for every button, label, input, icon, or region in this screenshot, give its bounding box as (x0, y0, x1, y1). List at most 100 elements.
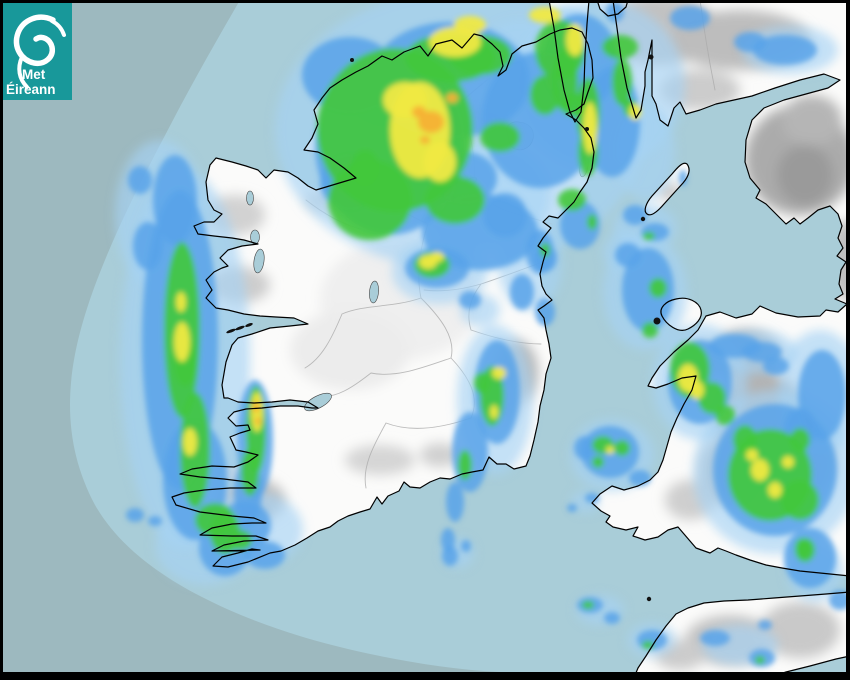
holy-island-islet (653, 317, 661, 325)
rain-moderate-cell (483, 193, 527, 237)
rain-heavy-cell (642, 322, 658, 338)
lough-conn (246, 190, 254, 206)
rain-intense-cell (255, 417, 261, 425)
rain-heavy-cell (480, 122, 520, 152)
rain-moderate-cell (604, 612, 620, 624)
ailsa-craig-islet (648, 54, 654, 60)
rain-heavy-cell (195, 503, 235, 537)
rain-very-heavy-cell (424, 142, 456, 182)
rain-moderate-cell (758, 620, 772, 630)
rain-very-heavy-cell (176, 292, 186, 312)
aran-islands-islet (235, 325, 245, 331)
sanda-islet (585, 127, 589, 131)
rain-heavy-cell (558, 189, 586, 211)
rain-moderate-cell (585, 493, 599, 503)
rain-moderate-cell (461, 540, 471, 552)
rain-moderate-cell (535, 298, 555, 326)
lough-derg (304, 392, 332, 412)
calf-of-man-islet (640, 216, 646, 222)
rain-heavy-cell (351, 150, 379, 186)
rain-moderate-cell (560, 201, 600, 249)
rain-heavy-cell (592, 456, 604, 468)
rain-very-heavy-cell (629, 104, 641, 120)
rain-moderate-cell (452, 412, 488, 492)
rain-very-heavy-cell (174, 322, 190, 362)
rain-very-heavy-cell (768, 482, 782, 498)
met-eireann-logo: Met Éireann (3, 3, 72, 100)
logo-text-eireann: Éireann (6, 82, 56, 97)
met-eireann-swirl-icon (13, 14, 66, 89)
rain-moderate-cell (753, 35, 817, 65)
rain-heavy-cell (582, 601, 594, 609)
rain-very-heavy-cell (430, 252, 444, 262)
coastline-layer (171, 0, 850, 680)
rain-very-heavy-cell (583, 102, 597, 154)
rain-moderate-cell (446, 482, 464, 522)
rain-moderate-cell (615, 243, 641, 267)
rain-heavy-cell (790, 428, 810, 452)
rain-heavy-cell (698, 382, 726, 414)
rain-moderate-cell (153, 155, 197, 245)
tory-islet (350, 58, 354, 62)
rain-intense-cell (252, 401, 260, 413)
rain-heavy-cell (587, 214, 597, 230)
rain-moderate-cell (510, 274, 534, 310)
rain-moderate-cell (670, 6, 710, 30)
rain-very-heavy-cell (529, 7, 561, 23)
rain-moderate-cell (763, 357, 789, 375)
rain-heavy-cell (612, 58, 632, 106)
rain-heavy-cell (614, 440, 630, 456)
aran-islands-islet (226, 328, 236, 334)
lough-ree (369, 280, 379, 304)
rain-moderate-cell (133, 222, 163, 270)
rain-very-heavy-cell (606, 446, 614, 454)
rain-very-heavy-cell (492, 367, 506, 379)
rain-moderate-cell (623, 205, 647, 225)
rain-heavy-cell (781, 480, 819, 520)
rain-moderate-cell (441, 528, 455, 552)
rain-heavy-cell (458, 450, 472, 480)
rain-heavy-cell (540, 243, 550, 257)
rain-very-heavy-cell (183, 428, 197, 456)
rain-moderate-cell (567, 504, 577, 512)
rain-intense-cell (446, 93, 458, 103)
rain-heavy-cell (649, 278, 667, 298)
rain-heavy-cell (228, 530, 252, 550)
rain-moderate-cell (459, 291, 481, 309)
rain-heavy-cell (425, 176, 485, 224)
rain-intense-cell (420, 136, 430, 144)
rain-moderate-cell (442, 546, 458, 566)
lundy-islet (646, 596, 652, 602)
precipitation-overlay (115, 0, 850, 667)
rain-moderate-cell (574, 436, 596, 460)
lough-corrib (253, 248, 265, 274)
rain-very-heavy-cell (746, 449, 758, 461)
rain-moderate-cell (126, 508, 144, 522)
rain-very-heavy-cell (490, 405, 498, 419)
rain-heavy-cell (530, 75, 560, 115)
rain-very-heavy-cell (782, 456, 794, 468)
rain-heavy-cell (715, 405, 735, 425)
rain-heavy-cell (795, 538, 811, 558)
rain-moderate-cell (128, 166, 152, 194)
rain-moderate-cell (700, 630, 730, 646)
rain-moderate-cell (742, 342, 782, 362)
rain-intense-cell (418, 111, 444, 133)
rain-moderate-cell (679, 170, 687, 186)
aran-islands-islet (245, 323, 253, 327)
rain-moderate-cell (526, 230, 554, 274)
rain-heavy-cell (474, 372, 490, 394)
rain-moderate-cell (629, 470, 651, 486)
rain-moderate-cell (148, 516, 162, 526)
rain-heavy-cell (733, 425, 757, 455)
logo-text-met: Met (22, 67, 46, 82)
rain-heavy-cell (755, 656, 765, 664)
rain-moderate-cell (829, 590, 850, 610)
rain-intense-cell (412, 106, 426, 118)
rain-heavy-cell (643, 232, 655, 240)
rain-very-heavy-cell (751, 459, 769, 481)
rain-very-heavy-cell (566, 24, 584, 56)
